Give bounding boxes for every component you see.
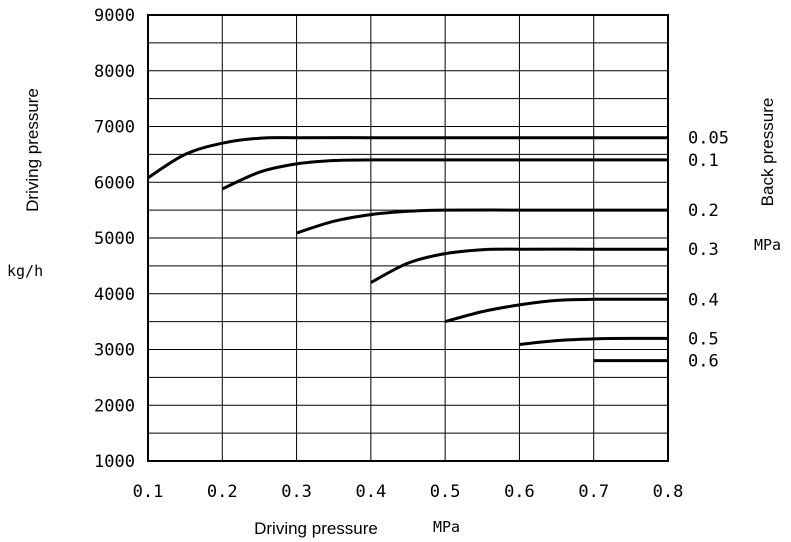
x-tick-label: 0.6 (504, 482, 535, 502)
y-tick-label: 3000 (94, 341, 135, 361)
x-tick-label: 0.8 (653, 482, 684, 502)
y-axis-title: Driving pressure (23, 88, 42, 212)
series-labels: 0.050.1 0.2 0.3 0.4 0.5 0.6 (688, 129, 729, 372)
series-line-0.3 (370, 247, 668, 284)
y-tick-label: 4000 (94, 285, 135, 305)
grid (147, 14, 669, 462)
y-tick-label: 2000 (94, 396, 135, 416)
series-label: 0.1 (688, 151, 719, 171)
y-tick-label: 9000 (94, 6, 135, 26)
series-group (147, 136, 669, 363)
y-tick-label: 1000 (94, 452, 135, 472)
y-tick-label: 7000 (94, 118, 135, 138)
x-tick-label: 0.7 (578, 482, 609, 502)
series-label: 0.4 (688, 290, 719, 310)
x-tick-label: 0.4 (355, 482, 386, 502)
y-tick-label: 8000 (94, 62, 135, 82)
plot-frame (147, 14, 669, 462)
series-label: 0.3 (688, 240, 719, 260)
x-axis-title: Driving pressure (254, 519, 378, 538)
series-label: 0.05 (688, 129, 729, 149)
x-axis-unit: MPa (433, 518, 460, 536)
series-line-0.4 (444, 297, 669, 324)
series-line-0.1 (221, 158, 668, 191)
x-tick-label: 0.5 (430, 482, 461, 502)
x-tick-labels: 0.1 0.2 0.3 0.4 0.5 0.6 0.7 0.8 (133, 482, 684, 502)
x-tick-label: 0.1 (133, 482, 164, 502)
x-tick-label: 0.2 (207, 482, 238, 502)
series-line-0.5 (519, 336, 669, 346)
right-axis-title: Back pressure (758, 98, 777, 207)
series-line-0.2 (296, 208, 668, 235)
y-tick-labels: 1000 2000 3000 4000 5000 6000 7000 8000 9000 (94, 6, 135, 472)
y-tick-label: 5000 (94, 229, 135, 249)
series-label: 0.5 (688, 329, 719, 349)
right-axis-unit: MPa (754, 236, 781, 254)
series-label: 0.2 (688, 201, 719, 221)
series-line-0.05 (147, 136, 668, 180)
x-tick-label: 0.3 (281, 482, 312, 502)
series-label: 0.6 (688, 352, 719, 372)
y-axis-unit: kg/h (7, 262, 43, 280)
y-tick-label: 6000 (94, 173, 135, 193)
